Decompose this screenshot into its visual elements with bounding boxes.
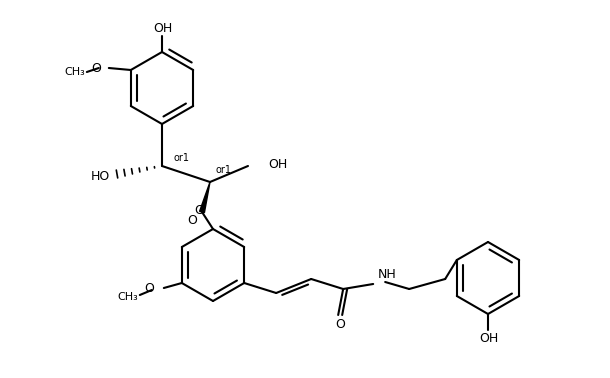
Text: OH: OH — [479, 333, 498, 345]
Text: O: O — [187, 214, 197, 226]
Text: HO: HO — [90, 169, 110, 183]
Text: OH: OH — [268, 158, 287, 170]
Text: O: O — [91, 62, 101, 74]
Text: or1: or1 — [174, 153, 190, 163]
Text: OH: OH — [153, 22, 173, 34]
Text: O: O — [194, 204, 204, 217]
Text: or1: or1 — [215, 165, 231, 175]
Polygon shape — [199, 182, 210, 213]
Text: CH₃: CH₃ — [118, 292, 138, 302]
Text: CH₃: CH₃ — [65, 67, 85, 77]
Text: O: O — [336, 319, 345, 332]
Text: NH: NH — [378, 268, 397, 280]
Text: O: O — [144, 282, 154, 294]
